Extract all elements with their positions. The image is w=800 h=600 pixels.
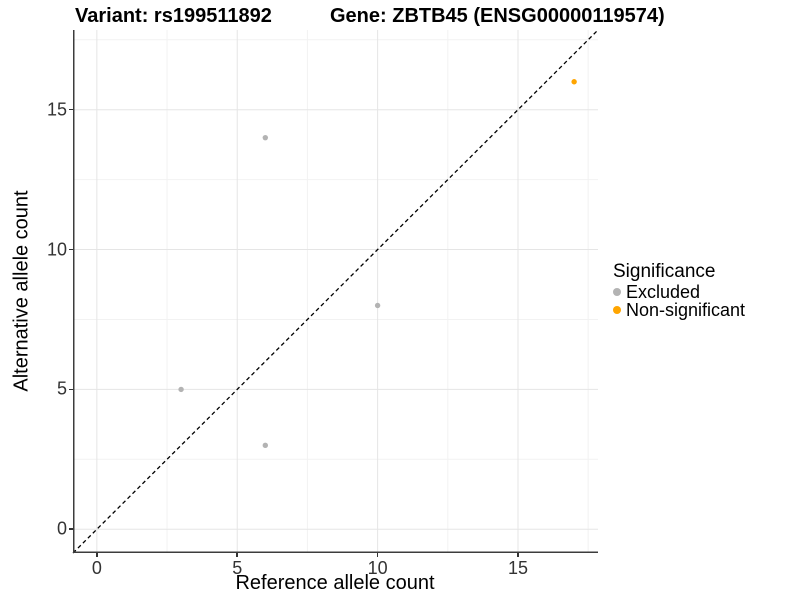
- y-tick-mark: [69, 528, 73, 530]
- legend-item-label: Non-significant: [626, 300, 746, 320]
- x-tick-label: 15: [507, 558, 528, 578]
- y-tick-mark: [69, 248, 73, 251]
- y-tick-mark: [69, 388, 73, 391]
- data-point-excluded: [262, 442, 269, 449]
- data-point-excluded: [262, 134, 269, 141]
- x-tick-mark: [376, 553, 379, 557]
- y-tick-label: 5: [56, 378, 67, 399]
- legend-title: Significance: [613, 261, 716, 282]
- x-tick-mark: [517, 553, 519, 557]
- legend-dot-icon: [613, 288, 621, 296]
- data-point-excluded: [374, 302, 381, 309]
- x-tick-label: 0: [91, 558, 102, 578]
- y-tick-label: 0: [56, 518, 67, 539]
- y-tick-label: 10: [46, 239, 67, 260]
- gene-title: Gene: ZBTB45 (ENSG00000119574): [330, 5, 665, 27]
- identity-line: [72, 29, 599, 554]
- legend-item-label: Excluded: [626, 282, 701, 302]
- legend-item: Non-significant: [613, 301, 745, 319]
- data-point-non-significant: [571, 79, 577, 85]
- legend-item: Excluded: [613, 283, 745, 301]
- x-tick-mark: [236, 553, 238, 557]
- x-tick-label: 10: [367, 558, 388, 578]
- data-point-excluded: [178, 386, 184, 393]
- y-axis-title: Alternative allele count: [10, 190, 33, 392]
- variant-title: Variant: rs199511892: [75, 5, 272, 27]
- plot-panel: [72, 29, 599, 554]
- x-axis-title: Reference allele count: [235, 572, 435, 594]
- y-tick-mark: [69, 108, 73, 111]
- legend: Significance Excluded Non-significant: [613, 260, 745, 319]
- x-tick-mark: [96, 553, 98, 557]
- legend-dot-icon: [613, 306, 621, 314]
- x-tick-label: 5: [232, 558, 243, 578]
- y-tick-label: 15: [46, 99, 67, 120]
